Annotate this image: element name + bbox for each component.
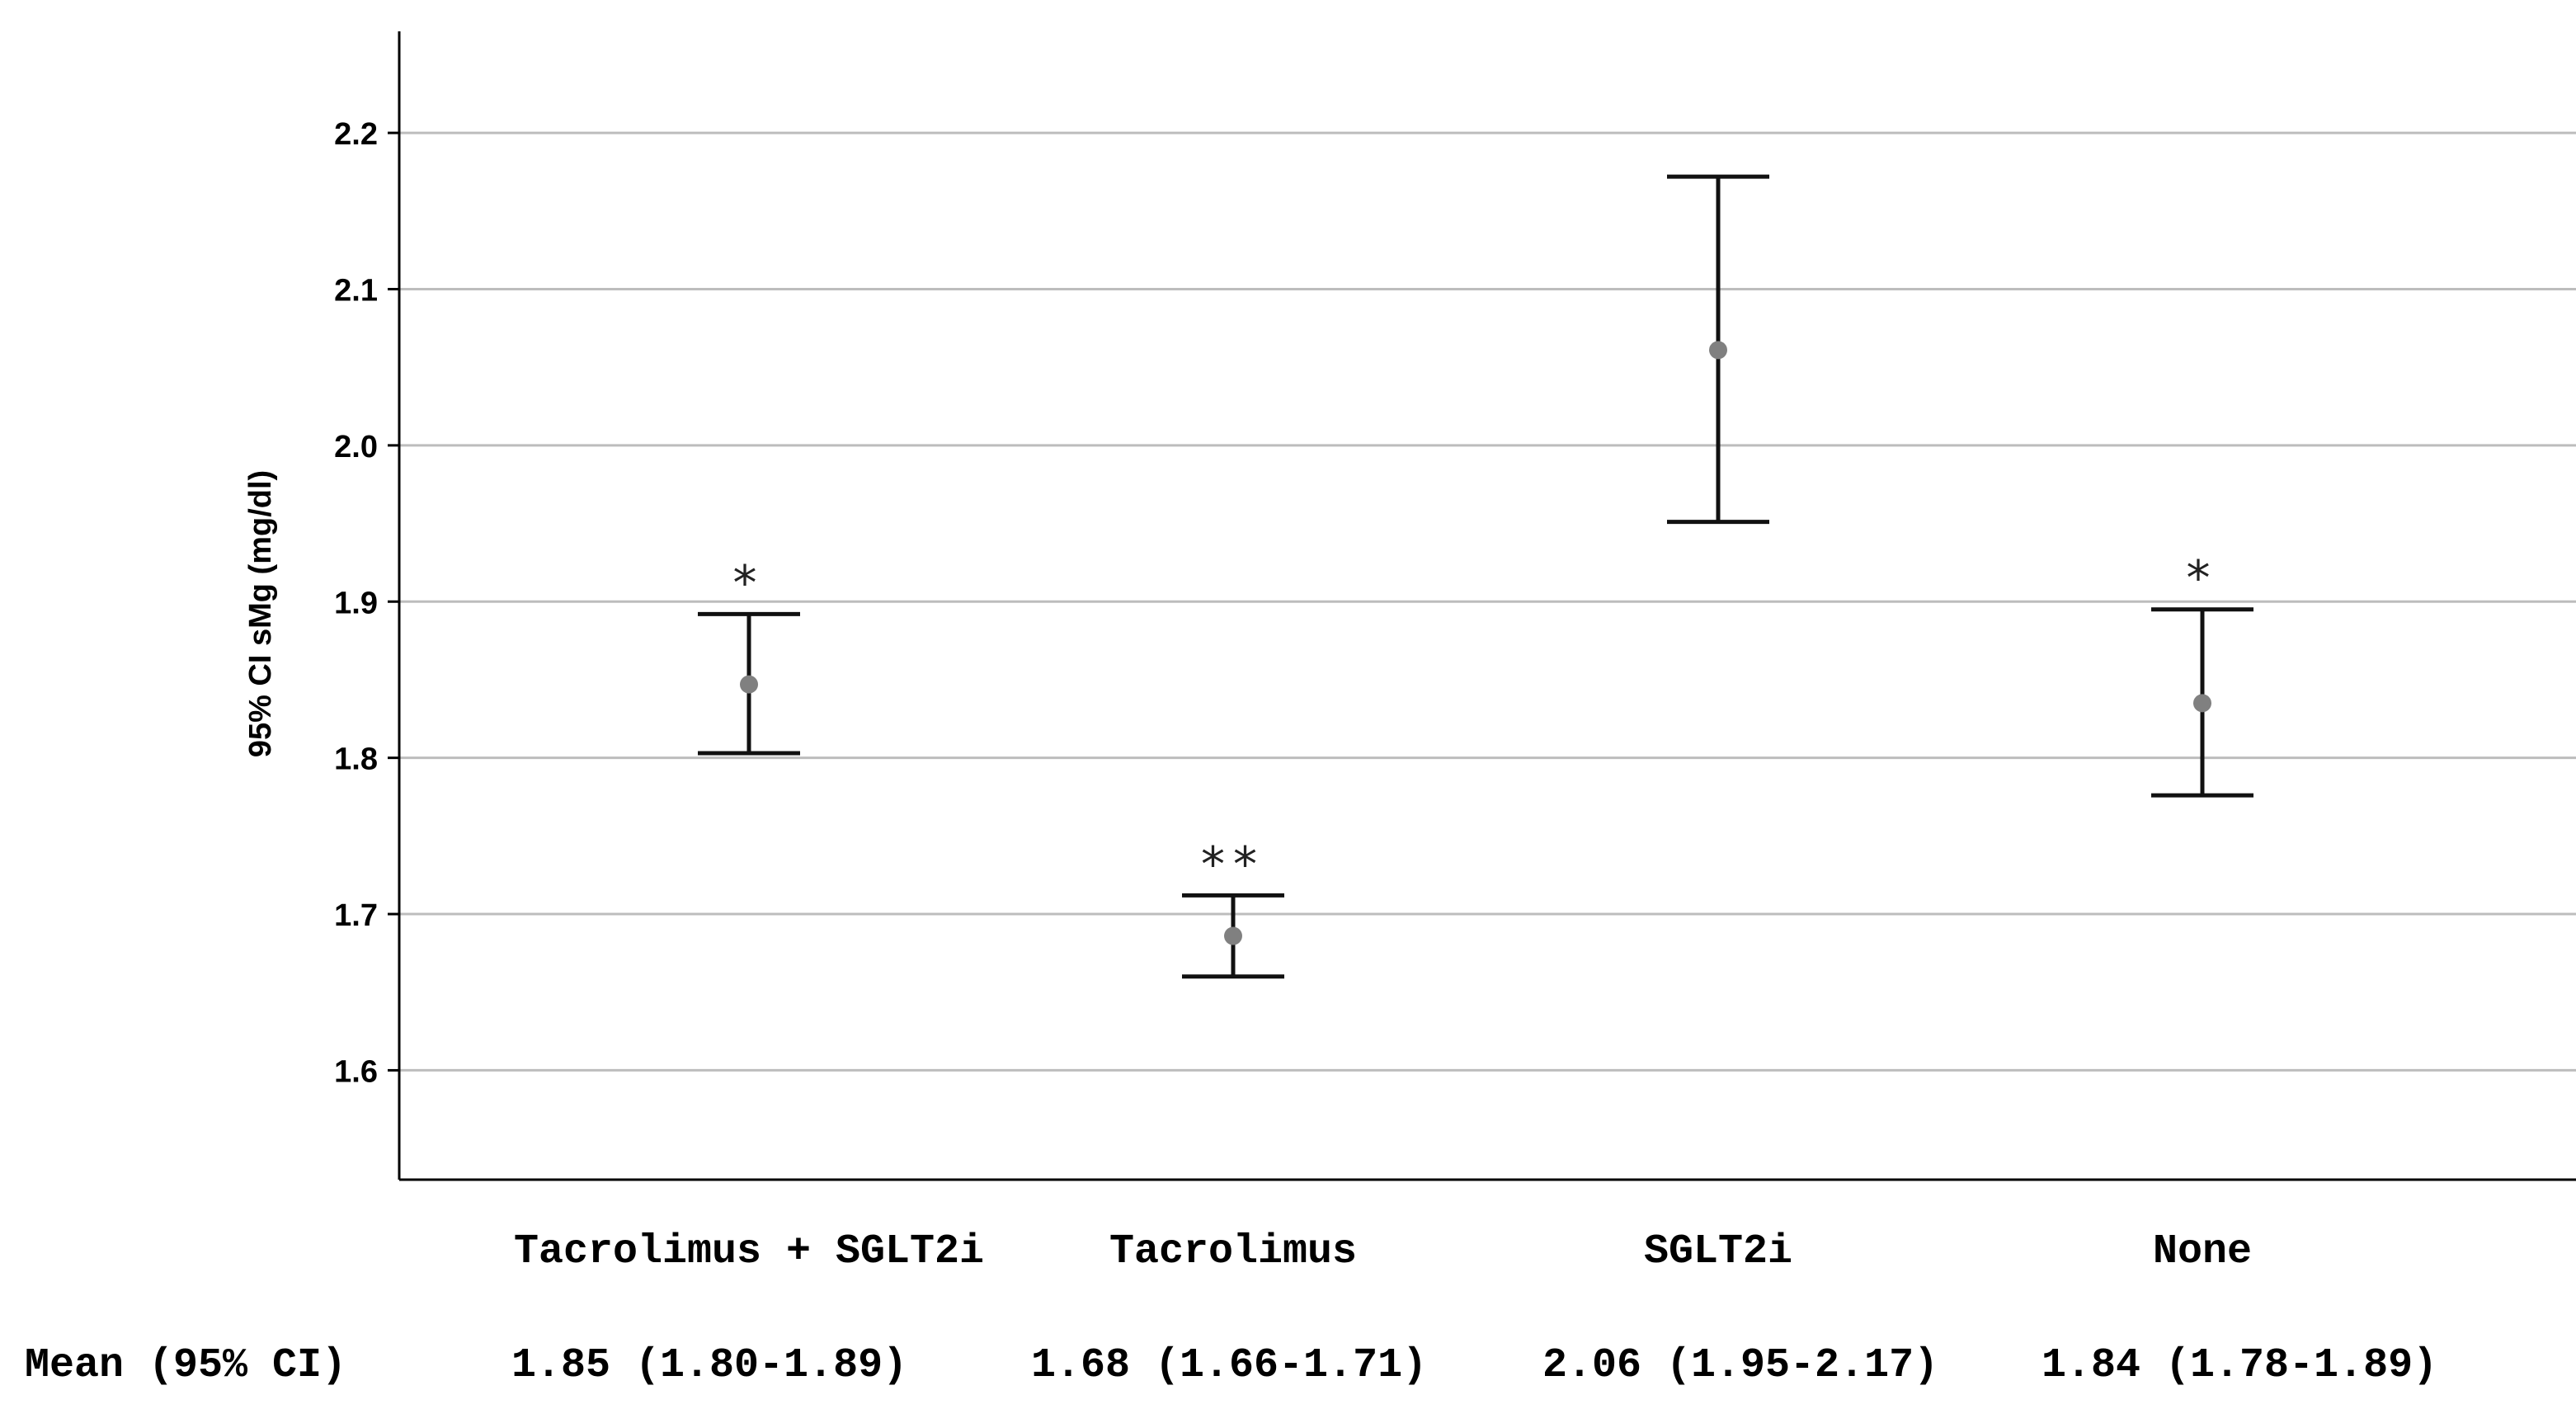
- significance-marker: *: [733, 554, 765, 610]
- error-bar: [2151, 607, 2253, 798]
- y-tick-label: 1.6: [334, 1054, 378, 1089]
- summary-row: Mean (95% CI) 1.85 (1.80-1.89) 1.68 (1.66…: [25, 1342, 2437, 1389]
- category-label: None: [2153, 1228, 2252, 1275]
- summary-label: Mean (95% CI): [25, 1342, 346, 1389]
- y-tick-label: 2.0: [334, 430, 378, 464]
- summary-value: 1.84 (1.78-1.89): [2041, 1342, 2437, 1389]
- y-tick-label: 2.2: [334, 117, 378, 152]
- mean-point: [1224, 926, 1242, 945]
- mean-point: [740, 675, 758, 694]
- summary-value: 2.06 (1.95-2.17): [1542, 1342, 1938, 1389]
- y-axis-label: 95% CI sMg (mg/dl): [243, 470, 278, 757]
- category-label: Tacrolimus + SGLT2i: [514, 1228, 984, 1275]
- y-tick-label: 2.1: [334, 273, 378, 308]
- axes: [388, 31, 2576, 1181]
- error-bar: [1182, 893, 1284, 979]
- mean-point: [1709, 341, 1727, 360]
- error-bars: [698, 174, 2253, 979]
- summary-value: 1.68 (1.66-1.71): [1031, 1342, 1427, 1389]
- significance-annotations: ****: [733, 550, 2219, 893]
- y-tick-label: 1.7: [334, 898, 378, 933]
- error-bar: [698, 611, 800, 756]
- category-labels: Tacrolimus + SGLT2i Tacrolimus SGLT2i None: [514, 1228, 2252, 1275]
- y-tick-labels: 1.6 1.7 1.8 1.9 2.0 2.1 2.2: [334, 117, 378, 1089]
- significance-marker: *: [2187, 550, 2219, 606]
- summary-value: 1.85 (1.80-1.89): [511, 1342, 907, 1389]
- y-tick-label: 1.9: [334, 586, 378, 620]
- category-label: SGLT2i: [1644, 1228, 1792, 1275]
- significance-marker: **: [1201, 836, 1265, 892]
- error-bar: [1667, 174, 1769, 525]
- mean-point: [2193, 694, 2211, 713]
- category-label: Tacrolimus: [1109, 1228, 1357, 1275]
- grid: [399, 131, 2576, 1072]
- y-tick-label: 1.8: [334, 742, 378, 777]
